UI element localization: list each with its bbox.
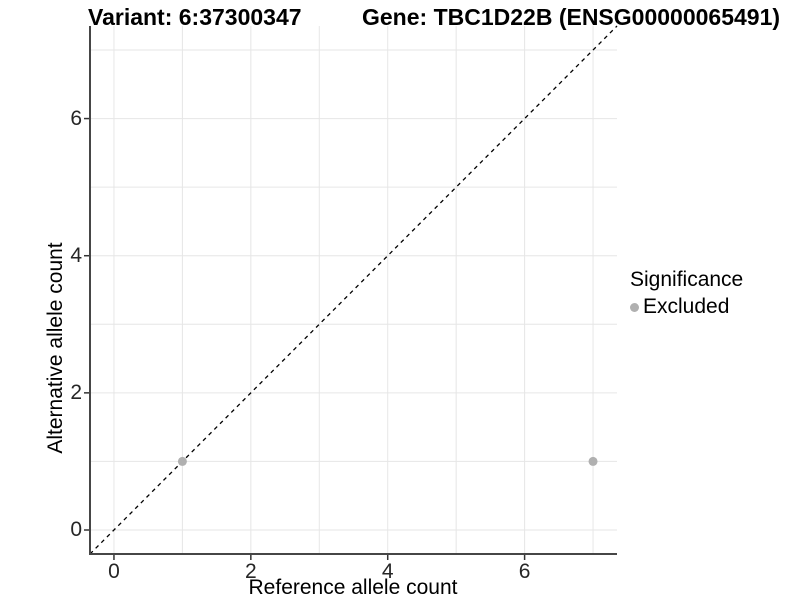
legend-item-excluded: Excluded [630, 295, 743, 319]
x-tick-label: 6 [518, 560, 531, 583]
y-tick-label: 2 [70, 380, 82, 404]
x-tick-label: 2 [244, 560, 257, 583]
y-axis-title: Alternative allele count [44, 242, 67, 454]
legend-item-label: Excluded [643, 295, 730, 318]
x-tick-label: 4 [381, 560, 394, 583]
y-tick-label: 6 [70, 106, 82, 130]
legend-key-dot [630, 302, 639, 312]
gene-title: Gene: TBC1D22B (ENSG00000065491) [362, 4, 781, 30]
x-axis-title: Reference allele count [248, 576, 458, 599]
legend-title: Significance [630, 268, 744, 291]
y-tick-label: 4 [70, 243, 82, 267]
data-point [588, 456, 598, 466]
identity-dashed-line [89, 25, 618, 555]
y-tick-label: 0 [70, 518, 82, 541]
legend: Significance Excluded [630, 268, 743, 319]
variant-title: Variant: 6:37300347 [88, 4, 302, 30]
x-tick-label: 0 [108, 560, 120, 583]
data-point [177, 456, 187, 466]
